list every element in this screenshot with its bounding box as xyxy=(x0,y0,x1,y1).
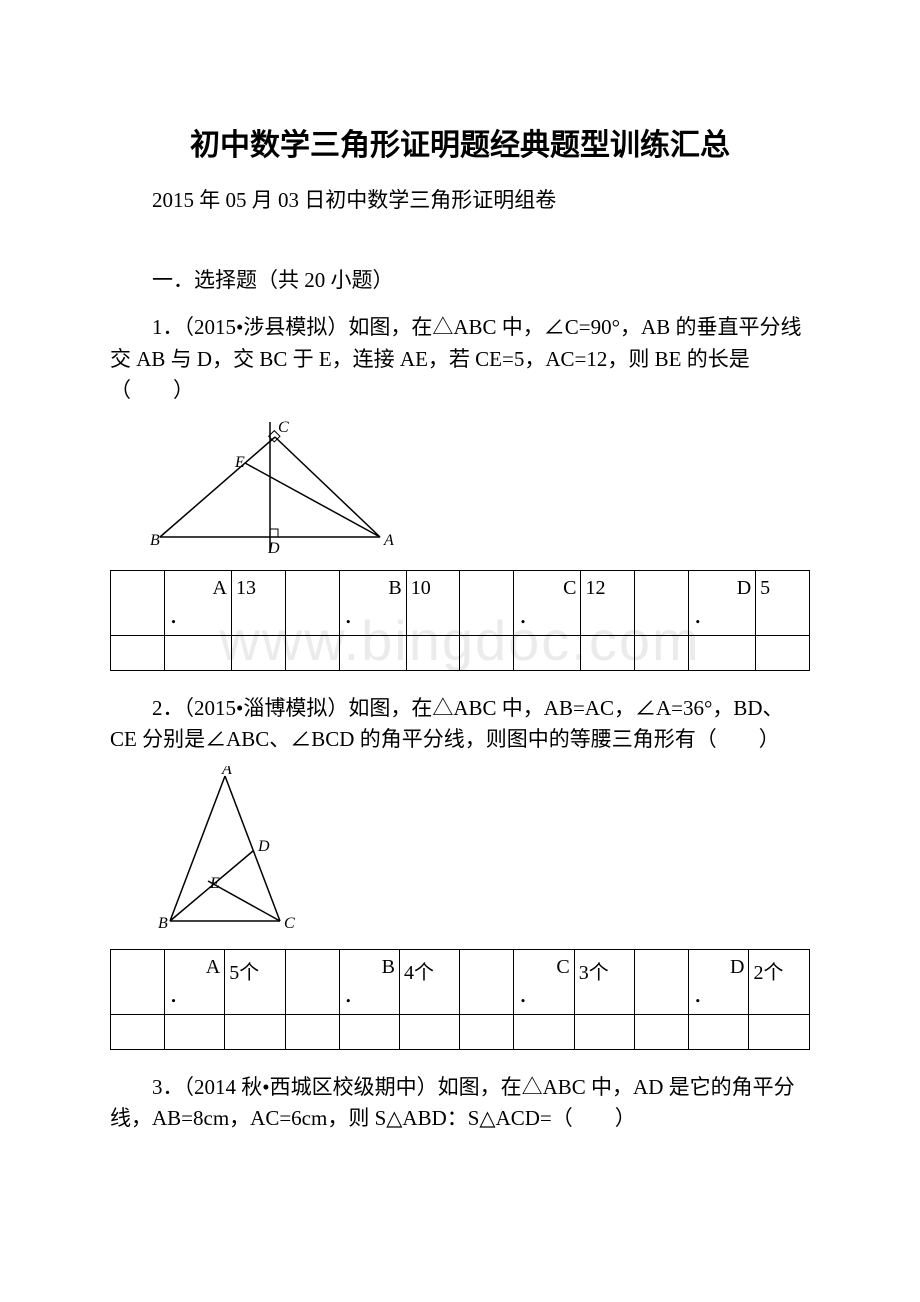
fig1-label-C: C xyxy=(278,419,289,436)
document-subtitle: 2015 年 05 月 03 日初中数学三角形证明组卷 xyxy=(110,184,810,214)
q2-opt-D-value: 2个 xyxy=(753,956,783,985)
q2-opt-A-letter: A xyxy=(169,956,222,979)
question-1-text: 1．（2015•涉县模拟）如图，在△ABC 中，∠C=90°，AB 的垂直平分线… xyxy=(110,312,810,407)
fig1-label-A: A xyxy=(383,532,394,549)
q2-opt-B-value: 4个 xyxy=(404,956,434,985)
q2-opt-B-dot: ． xyxy=(344,985,364,1007)
section-heading: 一．选择题（共 20 小题） xyxy=(110,264,810,294)
document-title: 初中数学三角形证明题经典题型训练汇总 xyxy=(110,120,810,164)
q1-opt-A-dot: ． xyxy=(169,606,189,628)
fig2-label-B: B xyxy=(158,915,168,932)
q2-opt-C-value: 3个 xyxy=(579,956,609,985)
question-2-figure: A B C D E xyxy=(140,766,810,941)
q1-opt-C-letter: C xyxy=(518,577,578,600)
fig2-label-D: D xyxy=(257,838,270,855)
question-1-options-table: A ． 13 B ． 10 C ． 12 D ． 5 xyxy=(110,570,810,671)
fig2-label-A: A xyxy=(221,766,232,778)
q1-opt-D-letter: D xyxy=(693,577,753,600)
fig1-label-E: E xyxy=(234,454,245,471)
q2-opt-C-dot: ． xyxy=(518,985,538,1007)
q1-opt-A-letter: A xyxy=(169,577,229,600)
fig1-label-D: D xyxy=(267,540,280,557)
question-2-text: 2．（2015•淄博模拟）如图，在△ABC 中，AB=AC，∠A=36°，BD、… xyxy=(110,693,810,756)
q1-opt-D-value: 5 xyxy=(760,577,770,600)
question-2-options-table: A ． 5个 B ． 4个 C ． 3个 D ． 2个 xyxy=(110,949,810,1050)
q2-opt-A-dot: ． xyxy=(169,985,189,1007)
q1-opt-C-dot: ． xyxy=(518,606,538,628)
q2-opt-D-dot: ． xyxy=(693,985,713,1007)
q1-opt-B-value: 10 xyxy=(411,577,431,600)
q2-opt-D-letter: D xyxy=(693,956,746,979)
q1-opt-A-value: 13 xyxy=(236,577,256,600)
fig2-label-E: E xyxy=(209,875,220,892)
q1-opt-C-value: 12 xyxy=(585,577,605,600)
q2-opt-C-letter: C xyxy=(518,956,571,979)
q1-opt-B-letter: B xyxy=(344,577,404,600)
question-1-figure: B E C D A xyxy=(140,417,810,562)
fig2-label-C: C xyxy=(284,915,295,932)
q2-opt-A-value: 5个 xyxy=(229,956,259,985)
fig1-label-B: B xyxy=(150,532,160,549)
question-3-text: 3．（2014 秋•西城区校级期中）如图，在△ABC 中，AD 是它的角平分线，… xyxy=(110,1072,810,1135)
document-page: 初中数学三角形证明题经典题型训练汇总 2015 年 05 月 03 日初中数学三… xyxy=(0,0,920,1302)
q2-opt-B-letter: B xyxy=(344,956,397,979)
q1-opt-B-dot: ． xyxy=(344,606,364,628)
q1-opt-D-dot: ． xyxy=(693,606,713,628)
